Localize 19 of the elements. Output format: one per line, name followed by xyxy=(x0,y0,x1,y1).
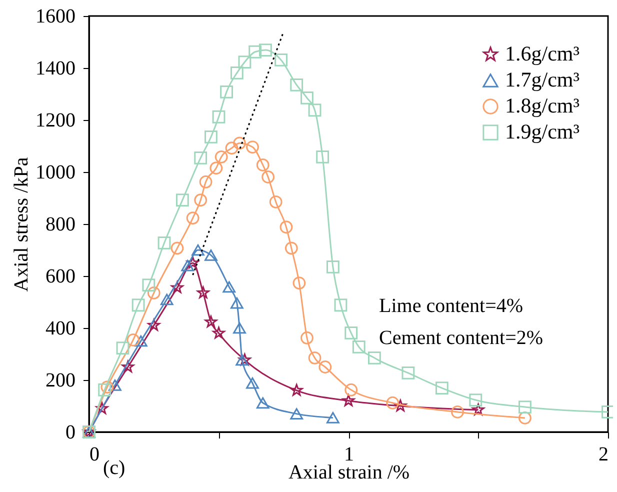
y-axis-title: Axial stress /kPa xyxy=(10,157,32,292)
y-tick-label: 800 xyxy=(46,214,76,236)
y-tick-label: 1600 xyxy=(36,6,76,28)
x-tick-label: 2 xyxy=(598,444,608,466)
x-tick-label: 0 xyxy=(90,444,100,466)
y-tick-label: 600 xyxy=(46,266,76,288)
y-tick-label: 1200 xyxy=(36,110,76,132)
legend-label: 1.7g/cm³ xyxy=(505,68,580,92)
y-tick-label: 400 xyxy=(46,318,76,340)
annotation: Lime content=4% xyxy=(379,295,524,317)
y-tick-label: 0 xyxy=(66,422,76,444)
legend-label: 1.6g/cm³ xyxy=(505,42,580,66)
annotation: Cement content=2% xyxy=(379,327,544,349)
y-tick-label: 1400 xyxy=(36,58,76,80)
legend-label: 1.9g/cm³ xyxy=(505,120,580,144)
legend-label: 1.8g/cm³ xyxy=(505,94,580,118)
y-tick-label: 1000 xyxy=(36,162,76,184)
text: (c) xyxy=(103,457,126,479)
y-tick-label: 200 xyxy=(46,370,76,392)
